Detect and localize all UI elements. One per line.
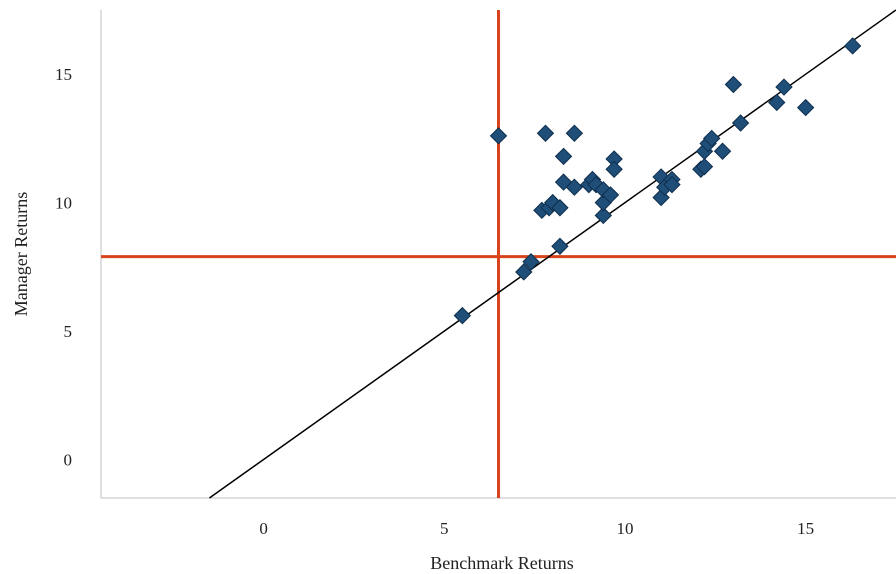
data-point	[565, 124, 584, 142]
data-point	[775, 78, 793, 96]
data-point	[594, 206, 613, 225]
data-point	[515, 263, 533, 281]
trendline	[208, 9, 896, 499]
data-point	[551, 199, 569, 217]
x-tick-label: 10	[616, 519, 633, 538]
x-tick-label: 5	[440, 519, 449, 538]
x-axis-title: Benchmark Returns	[430, 553, 573, 573]
trendline-path	[208, 9, 896, 499]
data-point	[554, 147, 573, 166]
data-point	[702, 129, 721, 148]
x-tick-labels: 0 5 10 15	[259, 519, 814, 538]
x-tick-label: 0	[259, 519, 268, 538]
data-point	[601, 186, 620, 204]
reference-lines	[101, 10, 896, 498]
y-tick-label: 15	[55, 65, 72, 84]
y-tick-labels: 0 5 10 15	[55, 65, 72, 469]
data-point	[551, 237, 569, 256]
data-point	[536, 124, 555, 142]
data-point	[489, 127, 508, 145]
data-point	[724, 75, 743, 94]
data-point	[663, 175, 681, 194]
data-point	[768, 93, 786, 112]
data-point	[796, 98, 815, 117]
y-tick-label: 0	[64, 450, 73, 469]
data-point	[713, 142, 732, 160]
data-point	[453, 306, 472, 325]
data-point	[565, 178, 584, 196]
data-point	[522, 252, 540, 271]
data-point	[731, 114, 750, 132]
y-tick-label: 10	[55, 194, 72, 213]
data-points	[453, 37, 862, 325]
y-axis-title: Manager Returns	[11, 192, 31, 316]
data-point	[843, 37, 862, 55]
x-tick-label: 15	[797, 519, 814, 538]
data-point	[695, 157, 714, 176]
y-tick-label: 5	[64, 322, 73, 341]
data-point	[605, 160, 623, 178]
